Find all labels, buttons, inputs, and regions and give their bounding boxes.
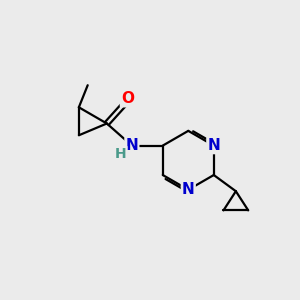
Text: O: O bbox=[121, 91, 134, 106]
Text: N: N bbox=[207, 138, 220, 153]
Text: N: N bbox=[182, 182, 195, 197]
Text: H: H bbox=[115, 147, 127, 161]
Text: N: N bbox=[125, 138, 138, 153]
